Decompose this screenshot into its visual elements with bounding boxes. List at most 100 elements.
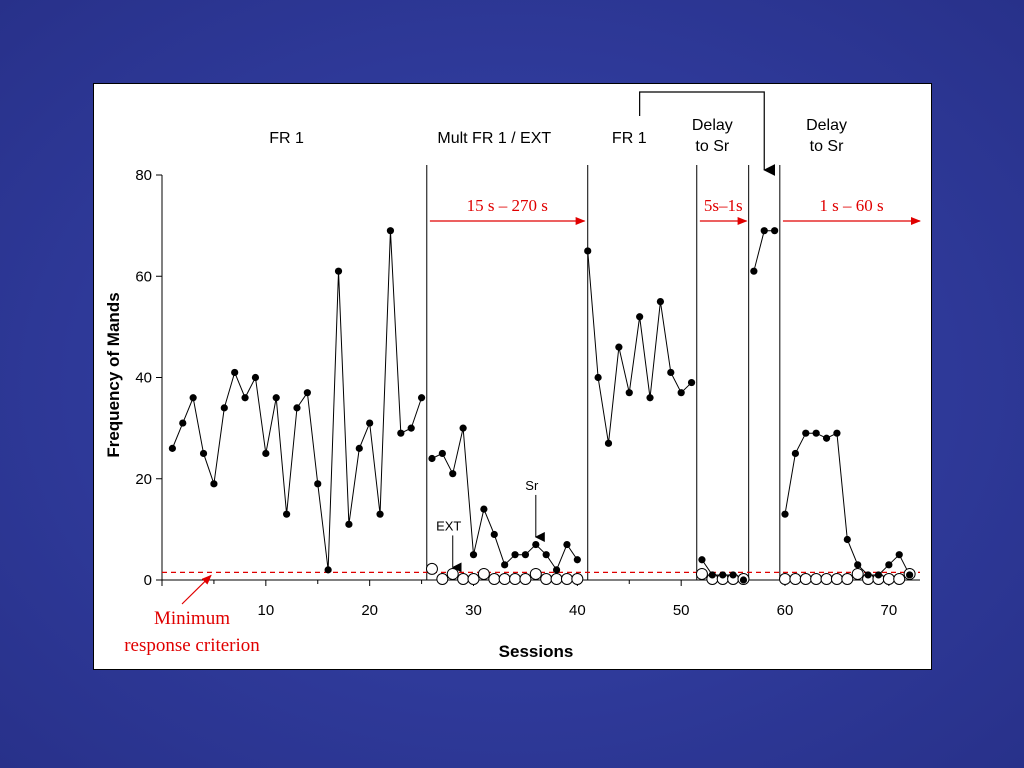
phase-label: FR 1 — [612, 130, 647, 147]
reversal-bracket-arrow — [639, 91, 776, 176]
data-point-filled — [656, 297, 665, 306]
data-point-open — [695, 567, 708, 580]
data-point-filled — [490, 530, 498, 539]
data-point-filled — [345, 520, 353, 528]
data-point-filled — [179, 419, 187, 427]
data-point-open — [851, 567, 864, 580]
data-point-open — [519, 573, 532, 585]
data-point-filled — [220, 404, 228, 412]
y-tick-label: 40 — [135, 370, 152, 387]
data-point-filled — [719, 571, 727, 579]
data-point-open — [457, 573, 470, 585]
x-tick-label: 20 — [361, 602, 378, 619]
y-axis-title: Frequency of Mands — [104, 292, 123, 457]
data-point-filled — [563, 540, 571, 549]
data-point-filled — [199, 449, 208, 458]
data-point-filled — [438, 449, 446, 458]
data-point-open — [571, 573, 584, 585]
phase-label: to Sr — [810, 138, 844, 155]
data-point-filled — [667, 368, 675, 377]
y-tick-label: 0 — [144, 572, 152, 589]
data-point-filled — [854, 561, 862, 569]
data-point-open — [446, 567, 459, 580]
data-point-filled — [739, 576, 748, 584]
data-point-filled — [625, 389, 633, 397]
y-tick-label: 80 — [135, 167, 152, 184]
data-point-open — [550, 573, 563, 585]
data-point-filled — [594, 373, 602, 382]
x-tick-label: 10 — [257, 602, 274, 619]
data-point-filled — [511, 551, 519, 559]
data-point-filled — [812, 429, 820, 437]
data-point-filled — [449, 470, 457, 478]
data-point-open — [820, 573, 833, 585]
data-point-open — [779, 573, 792, 585]
data-point-filled — [750, 267, 758, 275]
data-point-open — [529, 567, 542, 580]
data-point-open — [893, 573, 906, 585]
data-point-filled — [459, 424, 467, 432]
data-point-open — [425, 562, 438, 575]
data-point-filled — [314, 480, 322, 488]
data-point-filled — [802, 429, 810, 437]
phase-label: Delay — [806, 117, 847, 134]
x-axis-title: Sessions — [499, 642, 574, 661]
data-point-filled — [874, 571, 883, 579]
y-tick-label: 20 — [135, 471, 152, 488]
delay-range-label: 5s–1s — [704, 196, 743, 215]
data-point-filled — [355, 444, 363, 452]
data-point-filled — [407, 424, 415, 432]
data-point-filled — [376, 510, 384, 518]
annotation-label: Sr — [525, 478, 539, 493]
delay-range-label: 15 s – 270 s — [467, 196, 548, 215]
data-point-filled — [324, 566, 332, 574]
data-point-filled — [615, 343, 623, 351]
x-tick-label: 60 — [777, 602, 794, 619]
data-point-filled — [895, 551, 903, 559]
data-point-open — [488, 573, 501, 585]
data-point-filled — [573, 556, 581, 564]
x-tick-label: 50 — [673, 602, 690, 619]
data-point-filled — [417, 394, 426, 402]
data-point-filled — [604, 439, 613, 447]
data-point-filled — [521, 551, 530, 559]
data-point-filled — [687, 378, 696, 387]
data-point-filled — [833, 429, 841, 437]
criterion-label: Minimum — [154, 608, 230, 629]
data-point-filled — [729, 571, 737, 579]
data-point-filled — [708, 571, 716, 579]
data-point-filled — [791, 449, 799, 458]
data-point-open — [477, 567, 490, 580]
data-point-filled — [283, 510, 291, 518]
data-point-filled — [885, 561, 893, 569]
delay-range-label: 1 s – 60 s — [819, 196, 883, 215]
x-tick-label: 30 — [465, 602, 482, 619]
data-point-filled — [552, 566, 561, 574]
data-point-open — [841, 573, 854, 585]
annotation-label: EXT — [436, 518, 461, 533]
data-point-filled — [272, 394, 280, 402]
data-point-filled — [251, 373, 260, 382]
series-line-filled — [753, 230, 775, 272]
data-point-open — [830, 573, 843, 585]
data-point-filled — [822, 434, 831, 442]
data-point-open — [467, 573, 480, 585]
series-line-filled — [587, 250, 692, 444]
data-point-filled — [386, 227, 395, 235]
data-point-filled — [781, 510, 789, 518]
data-point-filled — [397, 429, 405, 437]
phase-label: to Sr — [695, 138, 729, 155]
data-point-open — [509, 573, 522, 585]
data-point-filled — [241, 394, 249, 402]
phase-label: Delay — [692, 117, 733, 134]
data-point-filled — [532, 540, 540, 549]
data-point-filled — [189, 394, 197, 402]
data-point-open — [560, 573, 573, 585]
data-point-open — [799, 573, 812, 585]
data-point-filled — [906, 571, 914, 579]
data-point-filled — [542, 551, 550, 559]
data-point-open — [789, 573, 802, 585]
data-point-filled — [584, 247, 592, 255]
